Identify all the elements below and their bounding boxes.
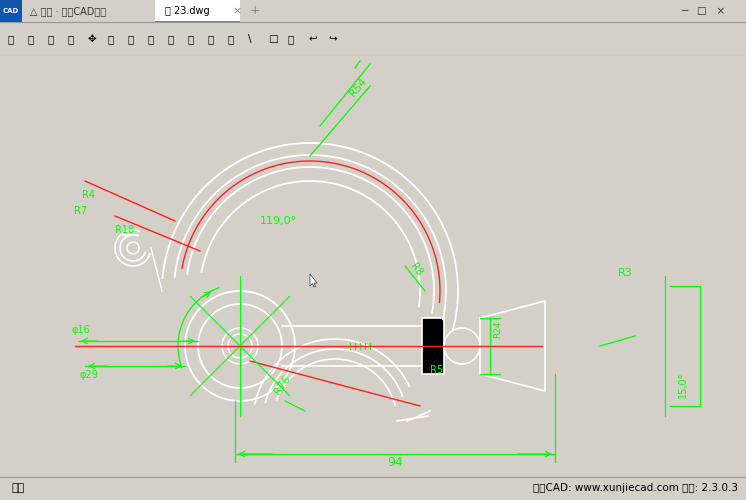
Text: ─   □   ×: ─ □ ×	[681, 6, 725, 16]
Text: CAD: CAD	[3, 8, 19, 14]
Text: 🏠: 🏠	[8, 34, 14, 44]
Bar	[422, 318, 444, 374]
Text: R5: R5	[430, 365, 443, 375]
Text: 🌴: 🌴	[28, 34, 34, 44]
Text: 💾: 💾	[48, 34, 54, 44]
Text: 🔎: 🔎	[148, 34, 154, 44]
Text: 🖨: 🖨	[68, 34, 75, 44]
Bar	[0, 0, 22, 22]
Bar	[155, 20, 240, 22]
Text: R18: R18	[115, 225, 134, 235]
Text: R4: R4	[82, 190, 95, 200]
Text: 📁: 📁	[208, 34, 214, 44]
Text: R3: R3	[618, 268, 633, 278]
Text: ↩: ↩	[308, 34, 317, 44]
Text: ↪: ↪	[328, 34, 336, 44]
Text: 📋: 📋	[128, 34, 134, 44]
Text: R8: R8	[408, 262, 424, 278]
Text: 119,0°: 119,0°	[260, 216, 297, 226]
Text: 🔍: 🔍	[108, 34, 114, 44]
Text: φ16: φ16	[72, 325, 91, 335]
Bar	[155, 0, 240, 22]
Text: 迅捷CAD: www.xunjiecad.com 版本: 2.3.0.3: 迅捷CAD: www.xunjiecad.com 版本: 2.3.0.3	[533, 483, 738, 493]
Text: ✥: ✥	[88, 34, 97, 44]
Text: R24: R24	[493, 320, 502, 338]
Text: R7: R7	[74, 206, 87, 216]
Text: +: +	[250, 4, 260, 18]
Text: 📦: 📦	[228, 34, 234, 44]
Text: △ 首页 · 迅捷CAD看图: △ 首页 · 迅捷CAD看图	[30, 6, 106, 16]
Bar	[22, 0, 152, 22]
Text: 模型: 模型	[12, 483, 25, 493]
Text: ×: ×	[232, 6, 242, 16]
Text: φ29: φ29	[80, 370, 99, 380]
Text: 15,0°: 15,0°	[678, 372, 688, 398]
Text: 🔍: 🔍	[188, 34, 194, 44]
Text: 94: 94	[387, 456, 403, 469]
Text: \: \	[248, 34, 251, 44]
Text: R54: R54	[348, 76, 369, 98]
Text: □: □	[268, 34, 278, 44]
Polygon shape	[310, 274, 317, 287]
Text: 🖊: 🖊	[288, 34, 294, 44]
Text: R76: R76	[272, 374, 292, 396]
Text: 📄 23.dwg: 📄 23.dwg	[165, 6, 210, 16]
Text: 🔍: 🔍	[168, 34, 175, 44]
